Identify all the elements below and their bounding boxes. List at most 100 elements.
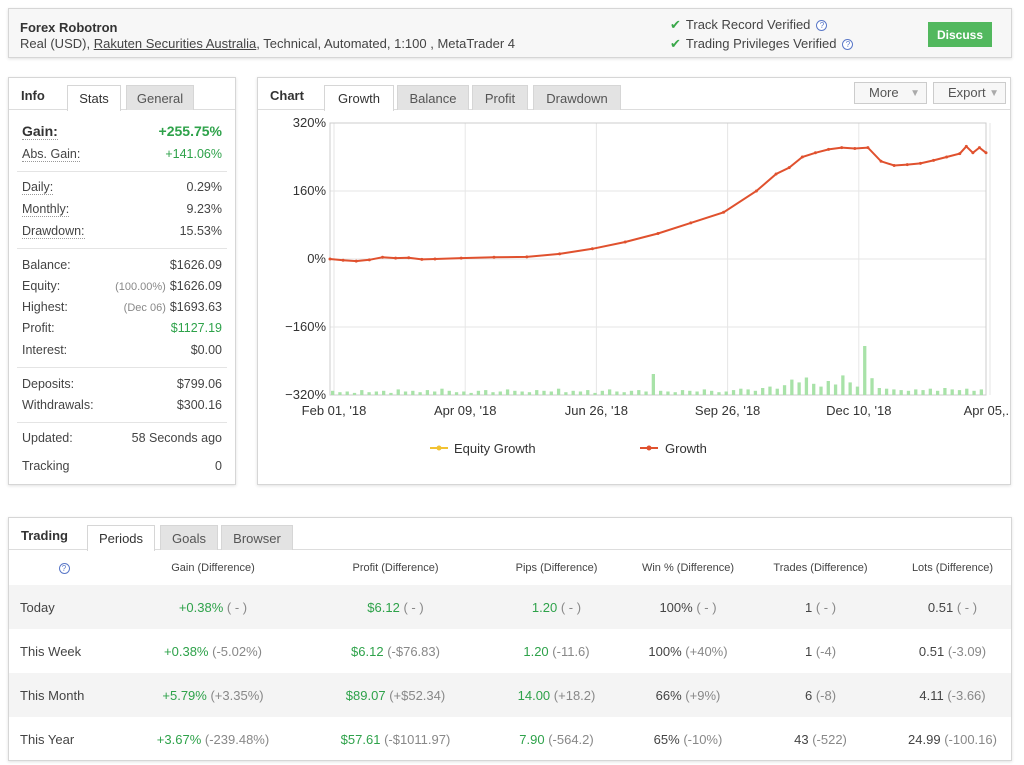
legend-equity-growth: Equity Growth [454,441,536,456]
volume-bar [637,390,641,395]
broker-link[interactable]: Rakuten Securities Australia [93,36,257,51]
volume-bar [965,388,969,395]
volume-bar [535,390,539,395]
growth-point [394,256,398,260]
cell-difference: ( - ) [956,599,978,615]
divider [17,171,227,172]
legend-growth-marker [646,445,652,451]
cell-value: Today [20,599,55,615]
cell-value: +3.67% [156,731,202,747]
abs-gain-value: +141.06% [165,147,222,161]
help-icon[interactable]: ? [816,20,828,31]
monthly-value: 9.23% [186,202,222,216]
more-button[interactable]: More ▼ [854,82,927,104]
y-tick-label: −320% [285,387,326,402]
growth-point [977,146,981,150]
table-cell: 66% (+9%) [629,673,747,717]
x-tick-label: Jun 26, '18 [565,403,628,418]
volume-bar [892,389,896,395]
cell-difference: (-3.09) [947,643,987,659]
legend-equity-marker [436,445,442,451]
more-label: More [869,85,899,100]
cell-value: 43 [794,731,809,747]
profit-value: $1127.19 [170,321,222,335]
track-record-verified: ✔ Track Record Verified? [670,17,828,33]
x-tick-label: Apr 05,... [964,403,1010,418]
discuss-button[interactable]: Discuss [928,22,992,47]
cell-value: 66% [655,687,682,703]
tab-stats[interactable]: Stats [67,85,121,111]
growth-point [367,258,371,262]
volume-bar [666,391,670,395]
help-icon[interactable]: ? [58,563,70,574]
divider [17,248,227,249]
volume-bar [906,390,911,395]
growth-point [971,151,975,155]
tab-balance[interactable]: Balance [397,85,469,110]
volume-bar [338,392,342,395]
volume-bar [724,391,728,395]
help-icon[interactable]: ? [842,39,854,50]
volume-bar [476,390,481,395]
daily-label: Daily: [22,180,54,195]
tab-browser[interactable]: Browser [221,525,293,550]
tab-general[interactable]: General [126,85,194,110]
volume-bar [586,390,590,395]
tab-profit[interactable]: Profit [472,85,528,110]
growth-point [945,155,949,159]
tab-drawdown[interactable]: Drawdown [533,85,621,110]
tab-periods[interactable]: Periods [87,525,155,551]
volume-bar [928,388,932,395]
col-trades: Trades (Difference) [773,562,868,574]
col-win: Win % (Difference) [641,562,735,574]
table-cell: 1 (-4) [747,629,894,673]
growth-point [420,257,424,261]
cell-difference: ( - ) [560,599,582,615]
volume-bar [943,388,947,395]
volume-bar [403,391,408,395]
volume-bar [454,392,459,395]
volume-bar [418,392,422,395]
table-row: Today +0.38% ( - ) $6.12 ( - ) 1.20 ( - ) 10… [9,585,1011,629]
volume-bar [935,390,940,395]
cell-value: This Month [20,687,85,703]
table-cell: $6.12 ( - ) [307,585,484,629]
export-button[interactable]: Export ▼ [933,82,1006,104]
growth-point [879,159,883,163]
table-cell: 0.51 ( - ) [894,585,1011,629]
volume-bar [877,388,881,395]
equity-value: $1626.09 [169,279,222,293]
volume-bar [644,391,648,395]
volume-bar [768,386,772,395]
cell-difference: (-$1011.97) [384,731,451,747]
tab-growth[interactable]: Growth [324,85,394,111]
tab-goals[interactable]: Goals [160,525,218,550]
trading-privileges-label: Trading Privileges Verified [685,36,837,51]
growth-point [380,255,384,259]
chevron-down-icon: ▼ [910,88,920,99]
volume-bar [899,390,903,395]
table-cell: 43 (-522) [747,717,894,761]
table-cell: 100% ( - ) [629,585,747,629]
volume-bar [710,390,714,395]
cell-difference: (-239.48%) [204,731,270,747]
balance-label: Balance: [22,258,71,272]
volume-bar [542,390,546,395]
volume-bar [782,385,787,395]
volume-bar [345,391,349,395]
highest-note: (Dec 06) [123,302,166,314]
volume-bar [921,390,925,395]
table-cell: 14.00 (+18.2) [484,673,629,717]
cell-value: +0.38% [178,599,224,615]
check-icon: ✔ [670,17,681,32]
table-header-row: ? Gain (Difference) Profit (Difference) … [9,551,1011,585]
cell-value: 100% [659,599,693,615]
help-header: ? [9,551,119,585]
table-cell: +0.38% ( - ) [119,585,307,629]
volume-bar [360,390,364,395]
volume-bar [651,374,655,395]
volume-bar [491,392,495,395]
growth-point [354,259,358,263]
table-cell: This Year [9,717,119,761]
trading-tabbar: Trading Periods Goals Browser [9,518,1011,551]
